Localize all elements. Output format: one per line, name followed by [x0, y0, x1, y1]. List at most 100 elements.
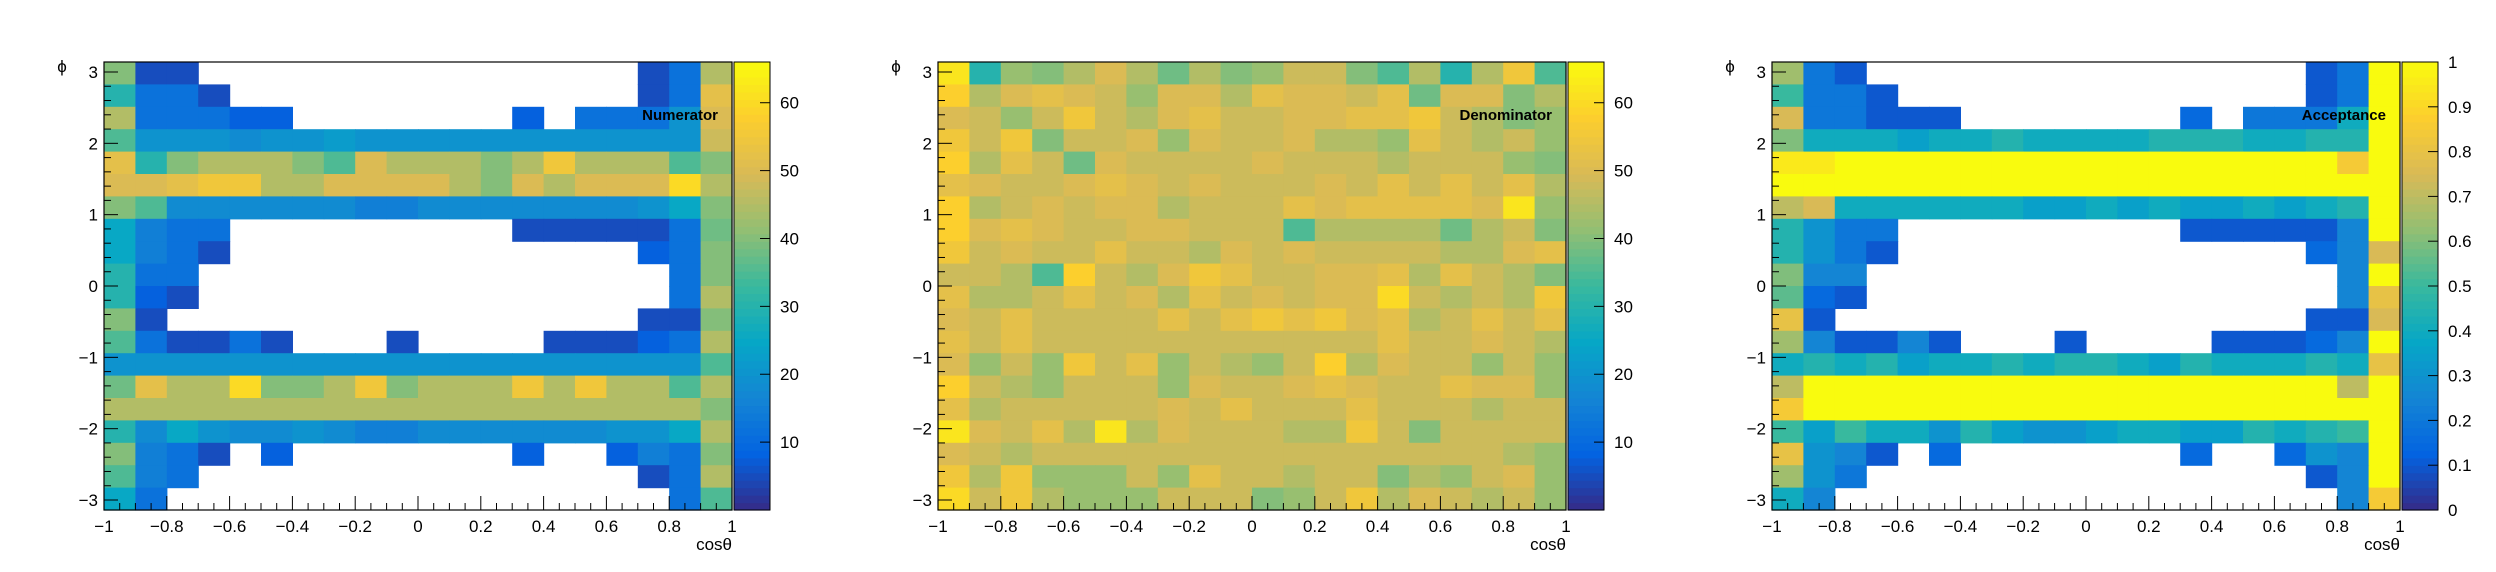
- heatmap-cell: [1534, 62, 1567, 85]
- heatmap-cell: [543, 151, 576, 175]
- heatmap-cell: [1220, 420, 1253, 444]
- y-tick-label: 3: [89, 63, 98, 82]
- heatmap-cell: [2337, 129, 2370, 153]
- heatmap-cell: [1000, 218, 1033, 242]
- heatmap-cell: [1157, 196, 1190, 220]
- heatmap-cell: [1189, 420, 1222, 444]
- heatmap-cell: [2368, 308, 2401, 332]
- heatmap-cell: [606, 353, 639, 377]
- heatmap-cell: [1471, 62, 1504, 85]
- heatmap-cell: [2368, 487, 2401, 511]
- y-tick-label: −2: [79, 420, 98, 439]
- color-bar-segment: [1568, 286, 1604, 295]
- heatmap-cell: [104, 196, 136, 220]
- color-bar-segment: [1568, 218, 1604, 227]
- heatmap-cell: [1189, 151, 1222, 175]
- heatmap-cell: [1283, 196, 1316, 220]
- heatmap-cell: [2274, 330, 2307, 354]
- heatmap-cell: [969, 286, 1002, 309]
- heatmap-cell: [1157, 398, 1190, 421]
- heatmap-cell: [1377, 263, 1410, 287]
- heatmap-cell: [1220, 129, 1253, 153]
- heatmap-cell: [449, 353, 482, 377]
- heatmap-cell: [292, 196, 325, 220]
- color-bar-frame: [733, 61, 771, 511]
- x-tick-label: −0.4: [276, 517, 310, 536]
- heatmap-cell: [1440, 286, 1473, 309]
- heatmap-cell: [606, 398, 639, 421]
- heatmap-cell: [480, 398, 513, 421]
- y-axis-title: ϕ: [57, 57, 67, 76]
- heatmap-cell: [512, 129, 545, 153]
- heatmap-cell: [480, 196, 513, 220]
- heatmap-cell: [1834, 241, 1867, 265]
- heatmap-cell: [1252, 218, 1284, 242]
- heatmap-cell: [1283, 241, 1316, 265]
- heatmap-cell: [2086, 196, 2118, 220]
- color-bar-label: 40: [780, 229, 799, 248]
- color-bar-segment: [1568, 405, 1604, 414]
- heatmap-cell: [166, 84, 199, 108]
- heatmap-cell: [2368, 174, 2401, 197]
- x-tick-label: 0.8: [1491, 517, 1515, 536]
- color-bar-segment: [734, 360, 770, 369]
- acceptance-panel: −1 −0.8 −0.6 −0.4 −0.2 0 0.2 0.4 0.6 0.8 1 −3 −2 −1 0 1…: [1725, 53, 2471, 554]
- heatmap-cell: [938, 286, 970, 309]
- heatmap-cell: [543, 218, 576, 242]
- color-bar-segment: [2402, 472, 2438, 481]
- x-axis-title: cosθ: [2364, 535, 2400, 554]
- panel-title: Acceptance: [2302, 107, 2386, 124]
- color-bar-label: 10: [1614, 433, 1633, 452]
- heatmap-cell: [1126, 465, 1159, 489]
- heatmap-cell: [166, 420, 199, 444]
- heatmap-cell: [2054, 375, 2087, 399]
- color-bar-segment: [734, 136, 770, 145]
- heatmap-cell: [637, 353, 670, 377]
- color-bar-segment: [2402, 256, 2438, 265]
- heatmap-cell: [323, 398, 356, 421]
- heatmap-cell: [135, 286, 168, 309]
- color-bar-segment: [734, 427, 770, 436]
- color-bar-segment: [2402, 465, 2438, 474]
- heatmap-cell: [512, 106, 545, 130]
- heatmap-cell: [261, 420, 293, 444]
- heatmap-cell: [669, 62, 702, 85]
- heatmap-cell: [104, 151, 136, 175]
- heatmap-cell: [1534, 353, 1567, 377]
- heatmap-cell: [1991, 375, 2024, 399]
- heatmap-cell: [2054, 330, 2087, 354]
- y-tick-label: −2: [1747, 420, 1766, 439]
- heatmap-cell: [1929, 442, 1961, 466]
- heatmap-cell: [323, 196, 356, 220]
- heatmap-cell: [1897, 330, 1930, 354]
- heatmap-cell: [1189, 129, 1222, 153]
- heatmap-cell: [1409, 106, 1441, 130]
- heatmap-cell: [543, 420, 576, 444]
- color-bar-segment: [734, 218, 770, 227]
- heatmap-cell: [969, 442, 1002, 466]
- heatmap-cell: [2180, 106, 2213, 130]
- heatmap-cell: [1063, 308, 1096, 332]
- heatmap-cell: [938, 106, 970, 130]
- color-bar-segment: [2402, 174, 2438, 183]
- color-bar-segment: [1568, 136, 1604, 145]
- heatmap-cell: [480, 420, 513, 444]
- heatmap-cell: [2305, 465, 2338, 489]
- heatmap-cell: [2180, 353, 2213, 377]
- heatmap-cell: [1063, 151, 1096, 175]
- heatmap-cell: [1063, 330, 1096, 354]
- heatmap-cell: [969, 174, 1002, 197]
- heatmap-cell: [1157, 353, 1190, 377]
- heatmap-cell: [1346, 62, 1379, 85]
- heatmap-cell: [355, 375, 388, 399]
- heatmap-cell: [1440, 420, 1473, 444]
- y-tick-label: 1: [89, 206, 98, 225]
- heatmap-cell: [2211, 353, 2244, 377]
- heatmap-cell: [1000, 375, 1033, 399]
- heatmap-cell: [1252, 375, 1284, 399]
- heatmap-cell: [1897, 151, 1930, 175]
- heatmap-cell: [700, 196, 733, 220]
- heatmap-cell: [2180, 174, 2213, 197]
- heatmap-cell: [1834, 84, 1867, 108]
